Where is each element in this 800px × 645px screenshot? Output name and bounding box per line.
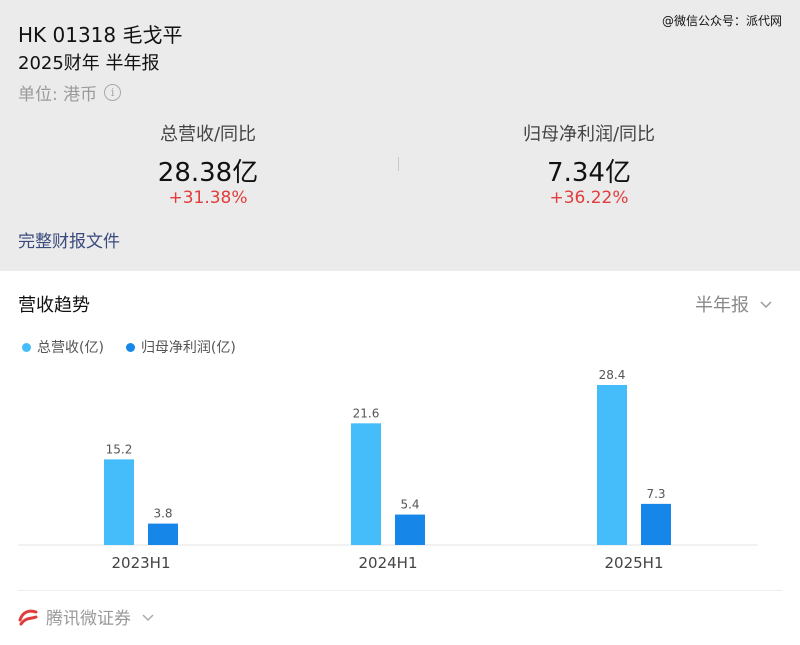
currency-unit-label: 单位: 港币: [18, 85, 98, 105]
legend-label-revenue: 总营收(亿): [37, 340, 104, 356]
data-label-2023H1-revenue: 15.2: [106, 442, 133, 456]
data-label-2024H1-net-profit: 5.4: [400, 498, 419, 512]
legend-item-net-profit[interactable]: 归母净利润(亿): [125, 337, 236, 357]
x-tick-label-2023H1: 2023H1: [112, 554, 171, 572]
period-selector[interactable]: 半年报: [695, 291, 774, 317]
net-profit-change: +36.22%: [549, 188, 629, 208]
revenue-trend-chart: 15.2 3.8 2023H1 21.6 5.4 2024H1 28.4 7.3 2025H1: [18, 368, 758, 572]
watermark: @微信公众号：派代网: [661, 14, 782, 28]
footer-divider: [18, 590, 782, 591]
revenue-metric: 总营收/同比 28.38亿 +31.38%: [8, 120, 408, 208]
bar-2025H1-net-profit[interactable]: [641, 503, 671, 545]
data-label-2024H1-revenue: 21.6: [353, 406, 380, 420]
currency-unit: 单位: 港币 i: [18, 80, 122, 105]
section-title: 营收趋势: [18, 295, 90, 316]
chart-legend: 总营收(亿) 归母净利润(亿): [22, 337, 258, 357]
bar-2025H1-revenue[interactable]: [597, 385, 627, 545]
data-label-2025H1-net-profit: 7.3: [646, 487, 665, 501]
footer-brand[interactable]: 腾讯微证券: [18, 604, 156, 629]
net-profit-value: 7.34亿: [547, 158, 631, 188]
full-report-link[interactable]: 完整财报文件: [18, 232, 120, 252]
bar-2024H1-net-profit[interactable]: [395, 514, 425, 545]
info-icon[interactable]: i: [104, 84, 122, 101]
chevron-down-icon: [760, 301, 772, 309]
net-profit-metric: 归母净利润/同比 7.34亿 +36.22%: [389, 120, 789, 208]
footer-brand-label: 腾讯微证券: [46, 609, 131, 629]
legend-dot-revenue: [22, 342, 31, 352]
chevron-down-icon: [142, 613, 154, 621]
bar-2024H1-revenue[interactable]: [351, 423, 381, 545]
data-label-2025H1-revenue: 28.4: [599, 368, 626, 382]
revenue-label: 总营收/同比: [159, 124, 257, 145]
legend-dot-net-profit: [125, 342, 135, 352]
revenue-value: 28.38亿: [157, 158, 259, 188]
bar-2023H1-revenue[interactable]: [104, 459, 134, 545]
x-tick-label-2024H1: 2024H1: [359, 554, 418, 572]
legend-label-net-profit: 归母净利润(亿): [140, 340, 236, 356]
stock-ticker: HK 01318 毛戈平: [18, 23, 183, 47]
x-tick-label-2025H1: 2025H1: [605, 554, 664, 572]
report-period: 2025财年 半年报: [18, 53, 160, 74]
metric-divider: [398, 157, 399, 171]
legend-item-revenue[interactable]: 总营收(亿): [22, 337, 104, 357]
period-selector-label: 半年报: [695, 295, 749, 316]
tencent-securities-logo-icon: [18, 609, 38, 625]
net-profit-label: 归母净利润/同比: [522, 124, 656, 145]
bar-2023H1-net-profit[interactable]: [148, 523, 178, 545]
data-label-2023H1-net-profit: 3.8: [153, 507, 172, 521]
revenue-change: +31.38%: [168, 188, 248, 208]
summary-panel: @微信公众号：派代网 HK 01318 毛戈平 2025财年 半年报 单位: 港…: [0, 0, 800, 271]
